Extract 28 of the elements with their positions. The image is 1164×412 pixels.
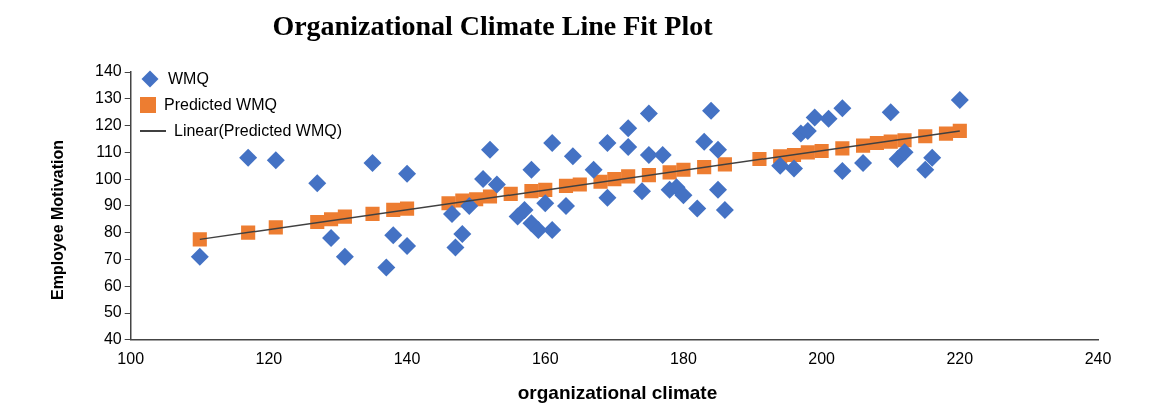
x-tick-label: 180 [670, 349, 697, 367]
y-tick-label: 80 [103, 223, 122, 241]
point [952, 123, 967, 138]
legend-label: Linear(Predicted WMQ) [174, 121, 343, 141]
point [365, 206, 380, 222]
y-tick-label: 140 [94, 62, 122, 80]
legend-label: WMQ [168, 69, 209, 89]
y-tick-label: 50 [103, 303, 122, 321]
y-tick-label: 60 [103, 276, 122, 294]
legend-label: Predicted WMQ [164, 95, 277, 115]
y-tick-label: 40 [103, 330, 122, 348]
y-tick-label: 70 [103, 249, 122, 267]
x-tick-label: 100 [117, 349, 145, 367]
y-tick-label: 90 [103, 196, 122, 214]
y-tick-label: 130 [94, 89, 122, 107]
x-tick-label: 160 [531, 349, 559, 367]
x-tick-label: 220 [946, 349, 974, 367]
y-tick-label: 120 [94, 115, 122, 133]
chart-title: Organizational Climate Line Fit Plot [271, 10, 714, 42]
y-axis-title: Employee Motivation [49, 139, 67, 301]
x-tick-label: 240 [1084, 349, 1112, 367]
x-tick-label: 200 [808, 349, 836, 367]
point [192, 232, 207, 247]
y-tick-label: 110 [96, 142, 122, 160]
x-tick-label: 140 [393, 349, 421, 367]
x-tick-label: 120 [255, 349, 283, 367]
y-tick-label: 100 [94, 169, 122, 187]
x-axis-title: organizational climate [516, 382, 719, 404]
